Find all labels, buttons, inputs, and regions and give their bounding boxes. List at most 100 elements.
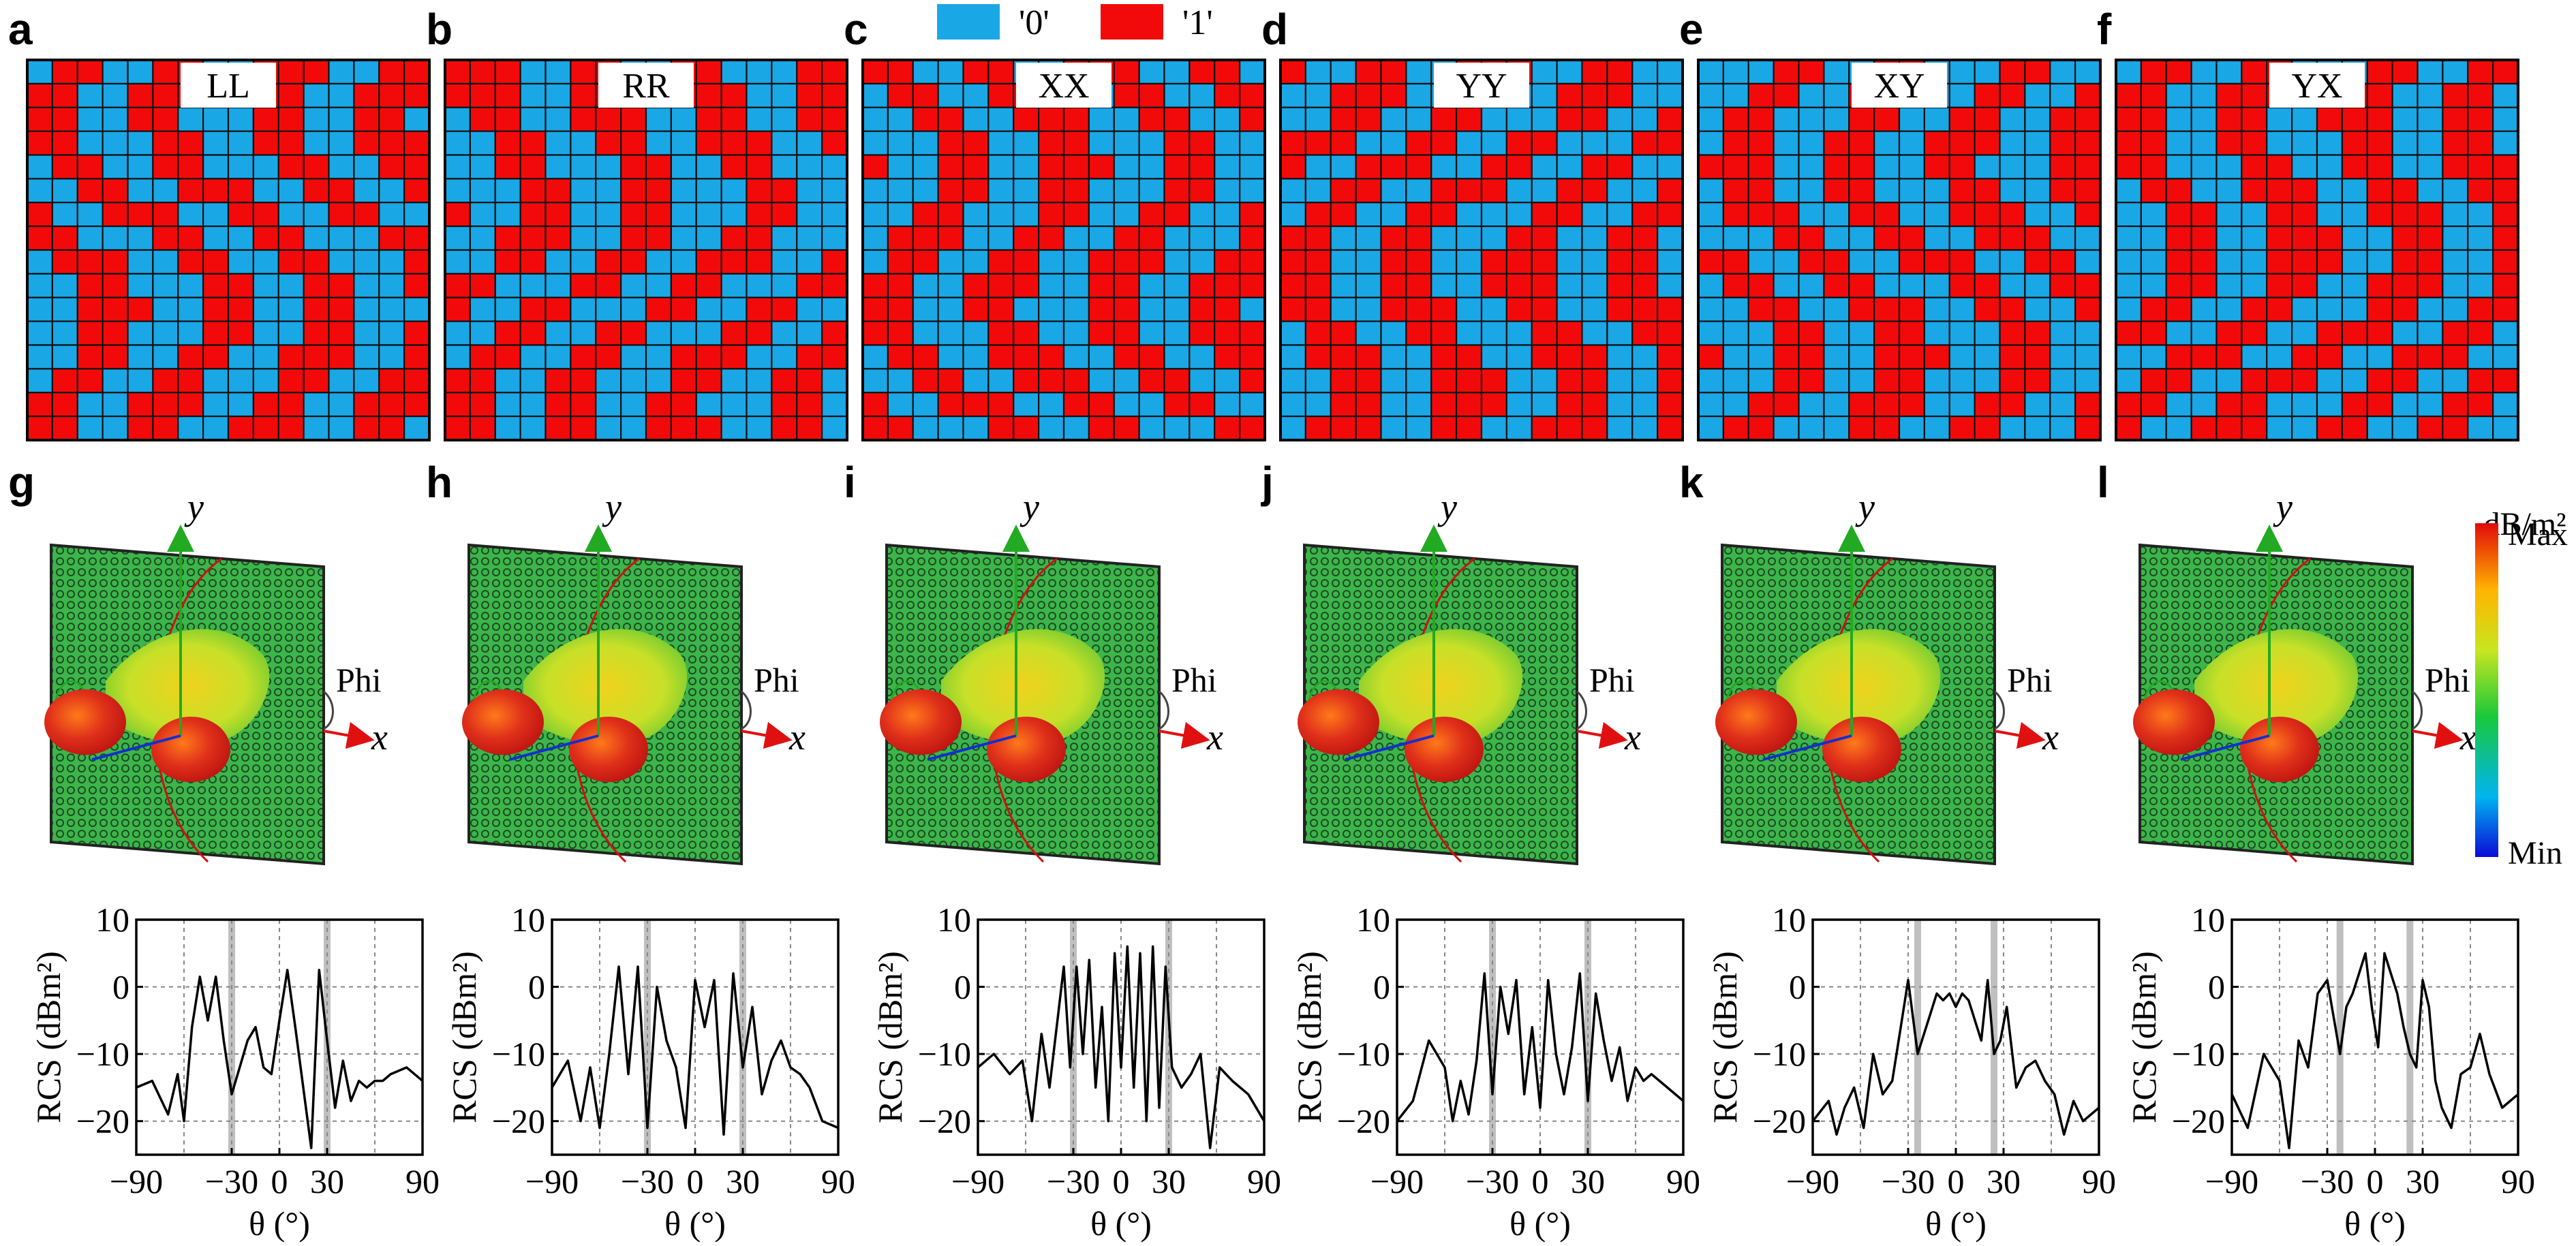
- coding-cell: [127, 202, 154, 228]
- coding-cell: [1405, 296, 1432, 322]
- coding-cell: [2215, 82, 2243, 108]
- coding-cell: [2140, 392, 2167, 418]
- coding-cell: [102, 320, 129, 346]
- x-tick-label: 0: [271, 1162, 288, 1200]
- coding-cell: [2165, 249, 2192, 275]
- coding-cell: [1747, 202, 1775, 228]
- coding-cell: [1974, 130, 2001, 156]
- coding-cell: [1823, 249, 1850, 275]
- coding-cell: [1189, 368, 1216, 394]
- coding-cell: [796, 320, 823, 346]
- coding-cell: [353, 416, 380, 441]
- coding-cell: [2049, 344, 2076, 370]
- coding-cell: [1974, 392, 2001, 418]
- y-tick-label: −10: [2172, 1035, 2225, 1073]
- coding-cell: [1138, 392, 1165, 418]
- coding-cell: [2266, 296, 2293, 322]
- coding-cell: [1013, 272, 1040, 298]
- coding-cell: [2341, 225, 2368, 251]
- coding-cell: [1062, 249, 1090, 275]
- coding-cell: [1697, 202, 1724, 228]
- coding-cell: [887, 272, 914, 298]
- coding-cell: [2266, 368, 2293, 394]
- coding-panel-f: fYX: [2097, 5, 2519, 441]
- coding-cell: [1239, 178, 1266, 204]
- coding-cell: [2190, 225, 2218, 251]
- coding-cell: [2467, 368, 2494, 394]
- coding-cell: [1480, 178, 1507, 204]
- coding-cell: [353, 272, 380, 298]
- coding-cell: [494, 416, 521, 441]
- coding-cell: [1480, 368, 1507, 394]
- coding-cell: [2074, 272, 2102, 298]
- coding-cell: [1581, 154, 1608, 180]
- coding-cell: [1405, 225, 1432, 251]
- coding-cell: [570, 272, 597, 298]
- coding-cell: [1948, 59, 1976, 84]
- x-tick-label: −90: [525, 1162, 579, 1200]
- coding-cell: [821, 154, 848, 180]
- coding-cell: [2341, 416, 2368, 441]
- coding-cell: [1430, 106, 1458, 132]
- x-axis-arrow: [741, 721, 793, 749]
- coding-cell: [2391, 368, 2419, 394]
- coding-matrix: [1697, 59, 2102, 441]
- coding-cell: [861, 106, 889, 132]
- coding-cell: [1898, 392, 1925, 418]
- coding-cell: [1923, 225, 1950, 251]
- coding-cell: [2442, 154, 2469, 180]
- coding-cell: [1823, 59, 1850, 84]
- coding-cell: [545, 225, 572, 251]
- coding-cell: [1138, 368, 1165, 394]
- coding-cell: [796, 368, 823, 394]
- coding-cell: [937, 249, 964, 275]
- panel-letter: b: [426, 5, 453, 54]
- x-axis-title: θ (°): [1090, 1204, 1152, 1243]
- coding-cell: [1013, 154, 1040, 180]
- coding-cell: [2291, 416, 2318, 441]
- coding-cell: [177, 320, 204, 346]
- z-axis-arrow: [1762, 734, 1852, 761]
- coding-cell: [378, 106, 405, 132]
- coding-cell: [403, 225, 431, 251]
- panel-letter: d: [1261, 5, 1288, 54]
- coding-cell: [570, 320, 597, 346]
- coding-cell: [645, 130, 672, 156]
- coding-cell: [2215, 249, 2243, 275]
- coding-cell: [2291, 368, 2318, 394]
- coding-cell: [1062, 392, 1090, 418]
- code-label: XX: [1038, 67, 1089, 106]
- coding-cell: [1163, 178, 1191, 204]
- coding-cell: [1581, 249, 1608, 275]
- coding-cell: [51, 130, 78, 156]
- coding-cell: [2115, 202, 2142, 228]
- coding-cell: [26, 296, 53, 322]
- coding-cell: [469, 296, 496, 322]
- coding-cell: [912, 344, 939, 370]
- coding-cell: [670, 106, 697, 132]
- coding-cell: [2140, 344, 2167, 370]
- x-axis-arrow: [323, 721, 375, 749]
- coding-cell: [403, 130, 431, 156]
- coding-cell: [51, 178, 78, 204]
- coding-cell: [2024, 296, 2051, 322]
- coding-cell: [494, 225, 521, 251]
- coding-cell: [2115, 416, 2142, 441]
- coding-cell: [1163, 272, 1191, 298]
- coding-cell: [2316, 272, 2343, 298]
- coding-cell: [720, 202, 748, 228]
- coding-cell: [1239, 320, 1266, 346]
- coding-cell: [1974, 416, 2001, 441]
- coding-cell: [2115, 320, 2142, 346]
- coding-cell: [494, 106, 521, 132]
- coding-cell: [76, 154, 104, 180]
- coding-cell: [1330, 154, 1357, 180]
- coding-cell: [2024, 249, 2051, 275]
- coding-cell: [1697, 130, 1724, 156]
- coding-cell: [227, 106, 254, 132]
- coding-cell: [1480, 154, 1507, 180]
- coding-cell: [277, 320, 305, 346]
- coding-cell: [2266, 178, 2293, 204]
- coding-cell: [2266, 106, 2293, 132]
